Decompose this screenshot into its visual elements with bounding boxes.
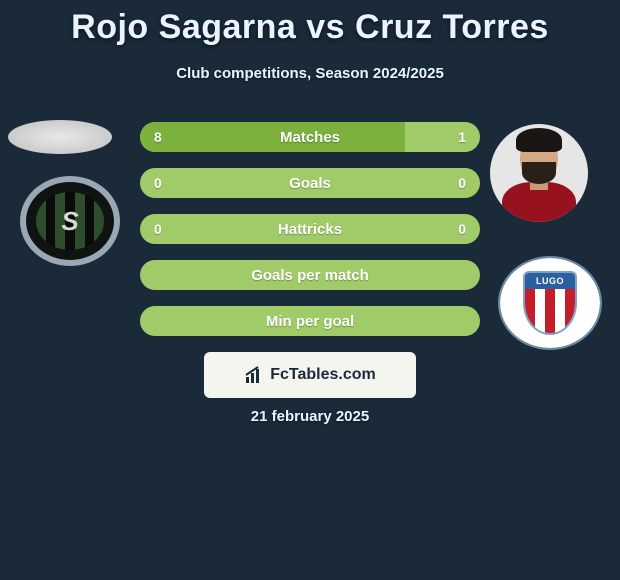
stat-right-value: 0 <box>458 175 466 191</box>
stat-label: Hattricks <box>278 221 342 238</box>
player-right-avatar <box>490 124 588 222</box>
page-title: Rojo Sagarna vs Cruz Torres <box>0 0 620 47</box>
stat-row: 8 Matches 1 <box>140 122 480 152</box>
stat-label: Matches <box>280 129 340 146</box>
brand-box: FcTables.com <box>204 352 416 398</box>
player-left-avatar <box>8 120 112 154</box>
stat-row: Goals per match <box>140 260 480 290</box>
page-subtitle: Club competitions, Season 2024/2025 <box>0 65 620 82</box>
stat-label: Goals <box>289 175 331 192</box>
stat-left-value: 0 <box>154 175 162 191</box>
stats-container: 8 Matches 1 0 Goals 0 0 Hattricks 0 Goals per mat… <box>140 122 480 352</box>
stat-row: 0 Goals 0 <box>140 168 480 198</box>
stat-right-value: 1 <box>458 129 466 145</box>
club-left-letter: S <box>61 206 78 237</box>
stat-row: 0 Hattricks 0 <box>140 214 480 244</box>
chart-icon <box>244 365 264 385</box>
stat-row: Min per goal <box>140 306 480 336</box>
stat-fill-left <box>140 122 405 152</box>
footer-date: 21 february 2025 <box>0 408 620 425</box>
club-left-badge: S <box>20 176 120 266</box>
brand-text: FcTables.com <box>270 366 376 384</box>
club-right-name: LUGO <box>525 273 575 289</box>
stat-label: Min per goal <box>266 313 354 330</box>
stat-right-value: 0 <box>458 221 466 237</box>
stat-left-value: 0 <box>154 221 162 237</box>
stat-label: Goals per match <box>251 267 369 284</box>
stat-left-value: 8 <box>154 129 162 145</box>
club-right-badge: LUGO <box>500 258 600 348</box>
